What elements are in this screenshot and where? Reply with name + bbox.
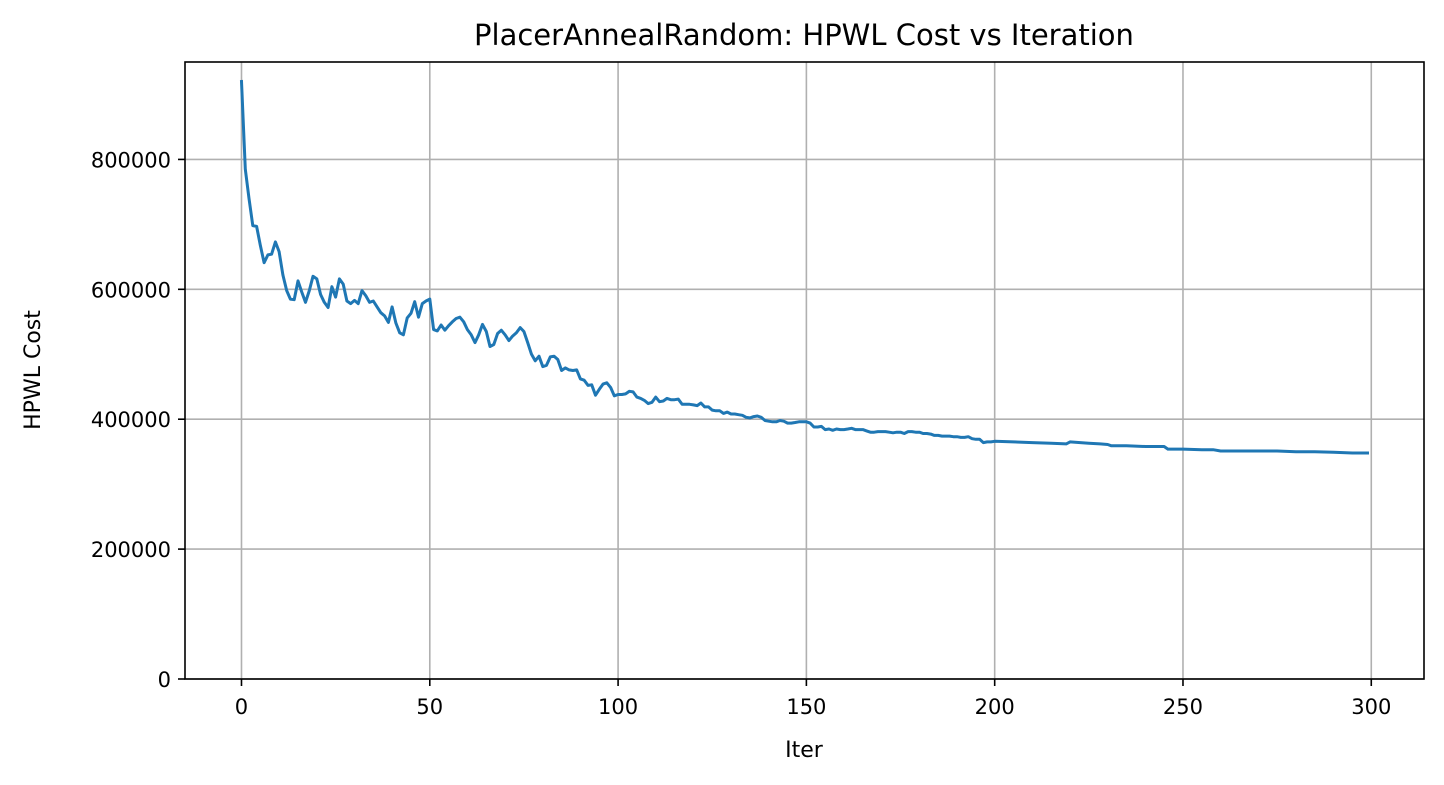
y-tick-label: 600000 <box>91 278 171 302</box>
y-tick-label: 400000 <box>91 408 171 432</box>
chart-title: PlacerAnnealRandom: HPWL Cost vs Iterati… <box>474 18 1134 52</box>
y-tick-label: 200000 <box>91 538 171 562</box>
y-tick-label: 0 <box>158 668 171 692</box>
plot-frame <box>184 61 1425 680</box>
y-axis-label: HPWL Cost <box>21 310 46 430</box>
x-tick-label: 50 <box>416 695 443 719</box>
x-tick-label: 250 <box>1163 695 1203 719</box>
y-tick-label: 800000 <box>91 148 171 172</box>
x-tick-label: 300 <box>1351 695 1391 719</box>
x-tick-label: 100 <box>598 695 638 719</box>
grid <box>185 62 1424 680</box>
x-axis-label: Iter <box>785 738 824 763</box>
x-tick-label: 150 <box>786 695 826 719</box>
x-tick-label: 0 <box>235 695 248 719</box>
axis-ticks: 0 50 100 150 200 250 300 0 200000 400000 600000 800… <box>91 148 1391 719</box>
x-tick-label: 200 <box>975 695 1015 719</box>
series-line <box>239 79 1369 455</box>
series-group <box>239 79 1369 455</box>
